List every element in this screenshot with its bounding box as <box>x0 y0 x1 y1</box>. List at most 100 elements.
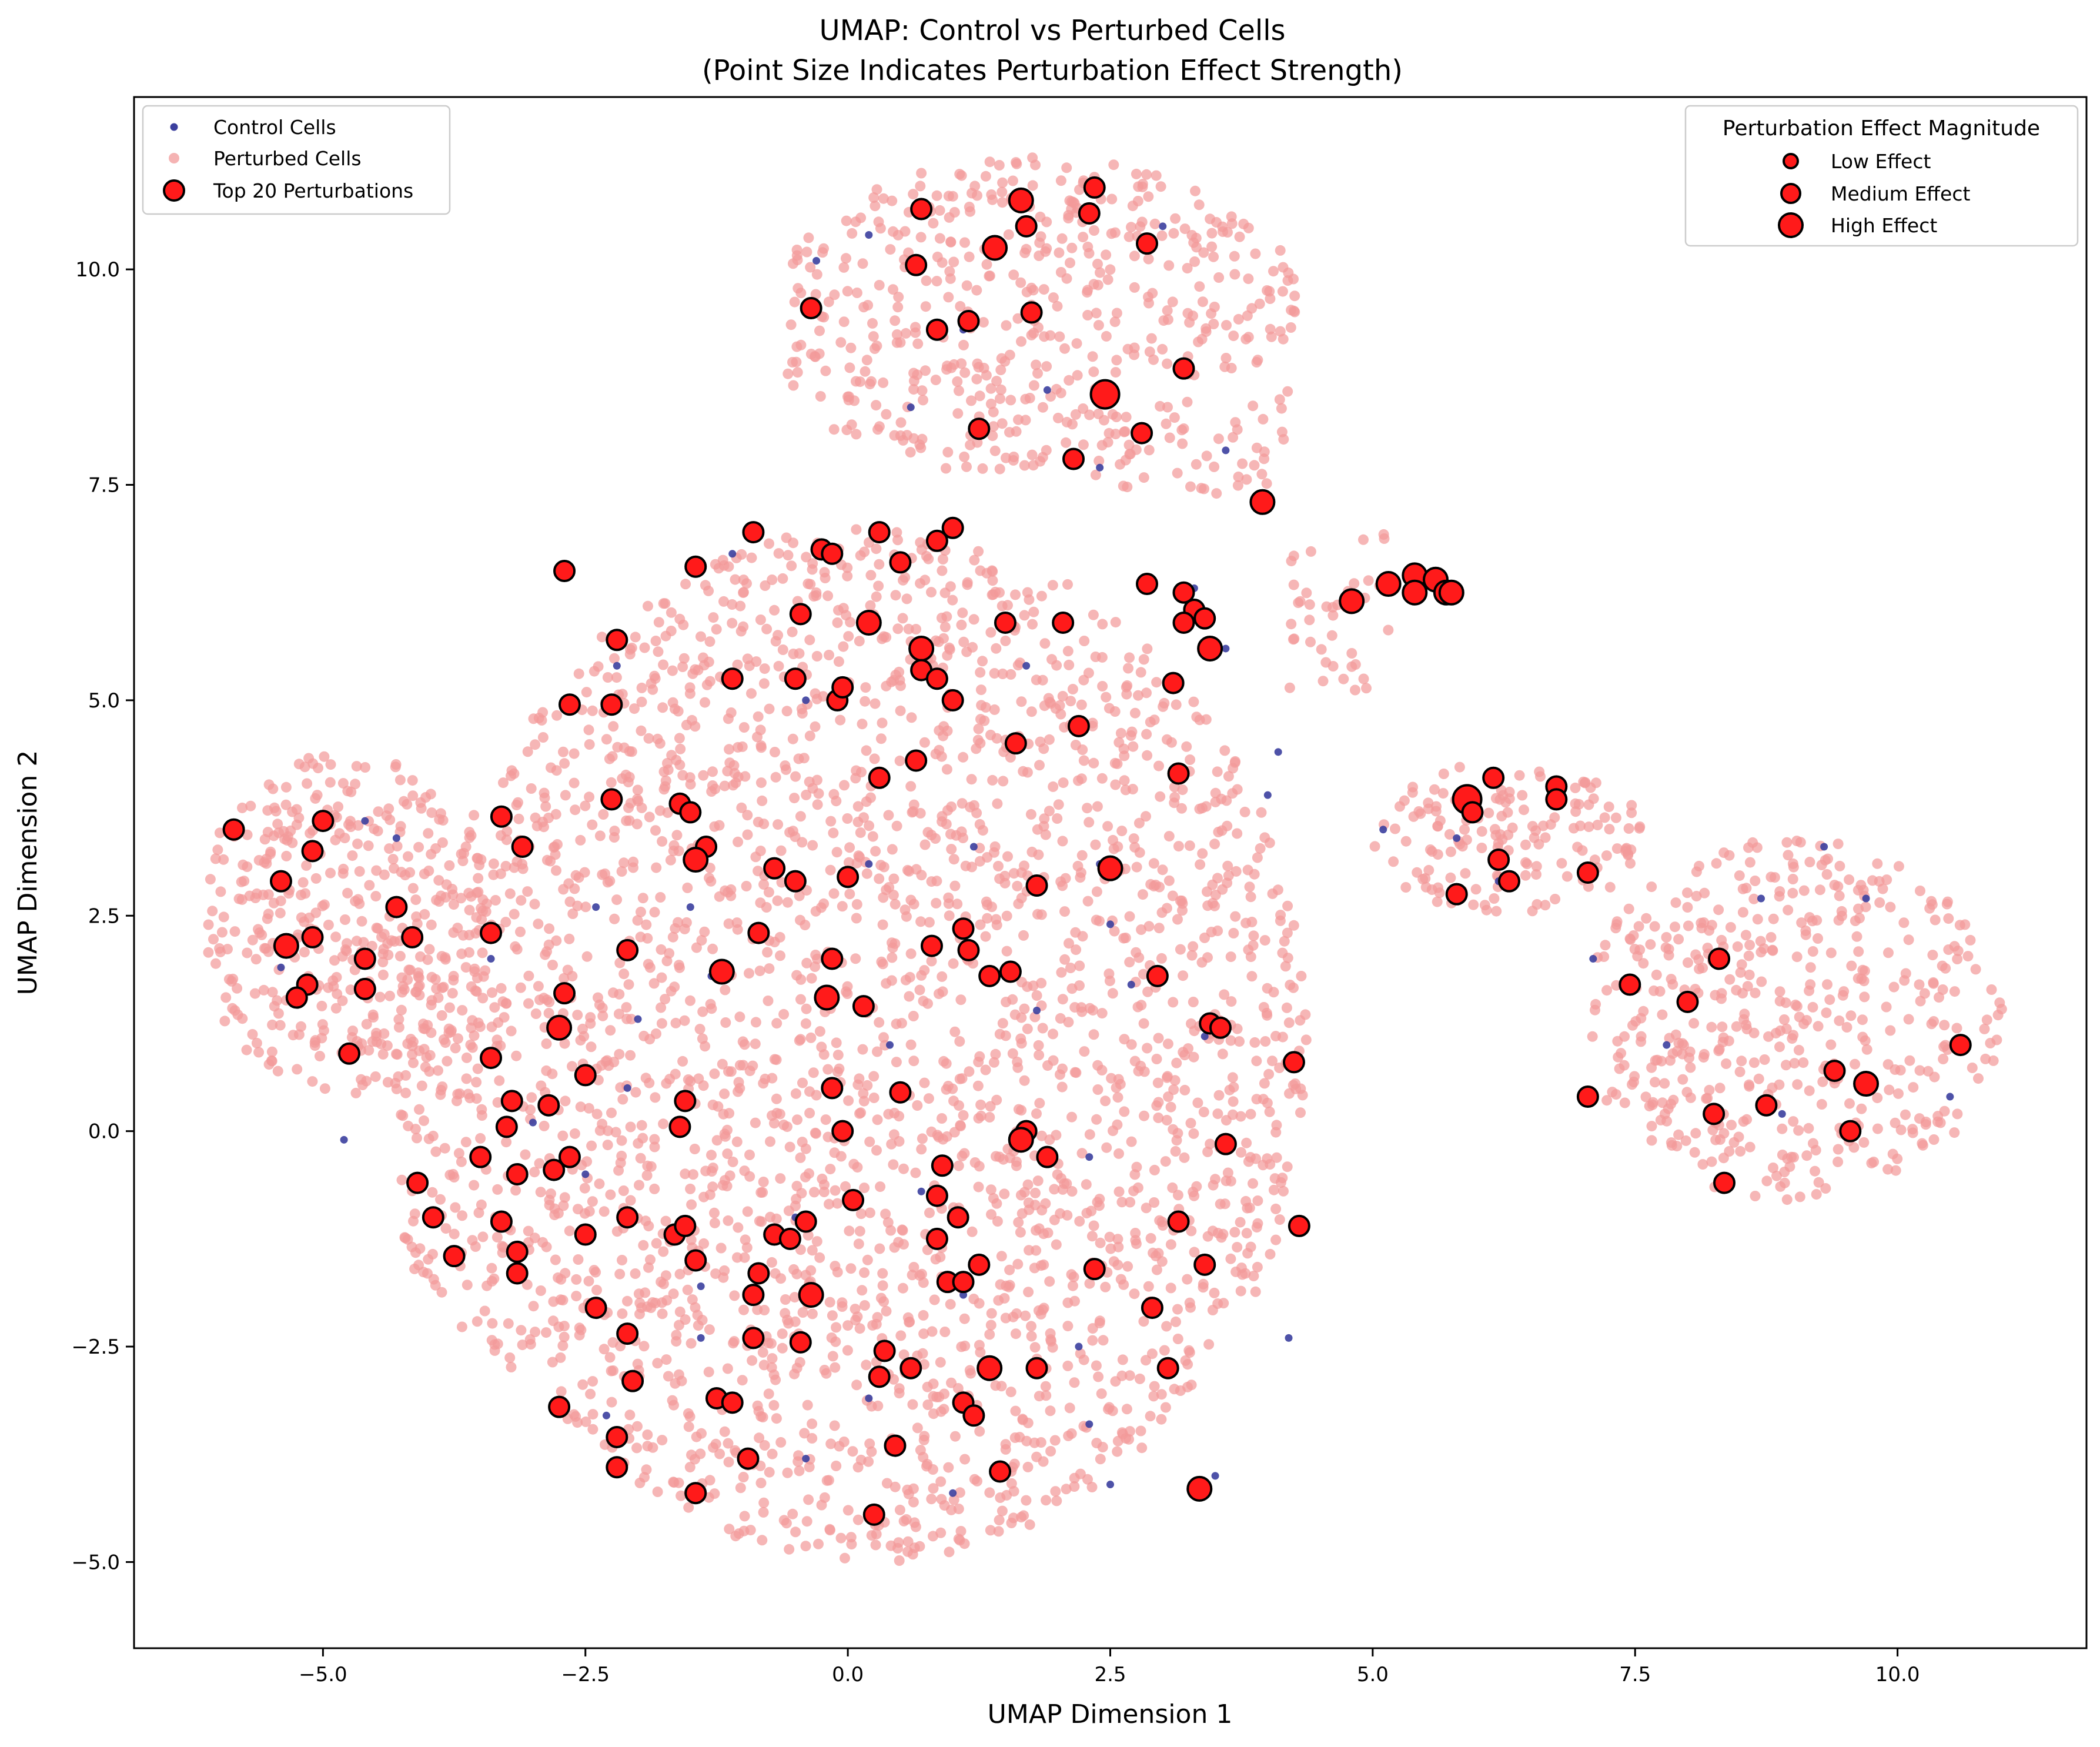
perturbed-cell-point <box>1001 946 1012 957</box>
perturbed-cell-point <box>330 931 342 943</box>
perturbed-cell-point <box>720 1131 731 1142</box>
perturbed-cell-point <box>959 1454 971 1465</box>
perturbed-cell-point <box>919 965 930 976</box>
perturbed-cell-point <box>761 902 772 913</box>
perturbed-cell-point <box>682 1284 693 1295</box>
perturbed-cell-point <box>926 1494 937 1505</box>
perturbed-cell-point <box>885 244 896 255</box>
perturbed-cell-point <box>1078 439 1089 450</box>
perturbed-cell-point <box>991 376 1002 387</box>
perturbed-cell-point <box>1163 1091 1174 1103</box>
top-perturbation-point <box>862 1503 885 1526</box>
perturbed-cell-point <box>350 1087 362 1098</box>
perturbed-cell-point <box>810 688 821 699</box>
perturbed-cell-point <box>955 1121 966 1131</box>
perturbed-cell-point <box>1689 1147 1700 1158</box>
perturbed-cell-point <box>1141 729 1152 740</box>
top-perturbation-point <box>1078 202 1101 225</box>
perturbed-cell-point <box>816 1041 827 1053</box>
perturbed-cell-point <box>916 870 927 881</box>
perturbed-cell-point <box>1055 1013 1066 1024</box>
perturbed-cell-point <box>511 856 523 867</box>
control-cell-point <box>623 1084 631 1092</box>
perturbed-cell-point <box>968 614 979 625</box>
perturbed-cell-point <box>1927 950 1938 961</box>
top-perturbation-point <box>1823 1060 1846 1083</box>
perturbed-cell-point <box>980 171 991 182</box>
perturbed-cell-point <box>1065 963 1076 974</box>
perturbed-cell-point <box>878 861 890 873</box>
perturbed-cell-point <box>1787 874 1798 884</box>
top-perturbation-point <box>443 1245 466 1268</box>
perturbed-cell-point <box>777 573 788 584</box>
perturbed-cell-point <box>1035 456 1046 467</box>
top-perturbation-point <box>1036 1145 1059 1168</box>
top-perturbation-point <box>925 318 948 341</box>
perturbed-cell-point <box>1070 409 1081 420</box>
perturbed-cell-point <box>1072 370 1083 381</box>
perturbed-cell-point <box>481 898 492 909</box>
perturbed-cell-point <box>1470 884 1482 895</box>
top-perturbation-point <box>814 984 840 1011</box>
perturbed-cell-point <box>871 400 882 411</box>
perturbed-cell-point <box>1121 682 1132 693</box>
perturbed-cell-point <box>997 1505 1008 1516</box>
perturbed-cell-point <box>762 947 773 958</box>
perturbed-cell-point <box>456 1321 467 1332</box>
perturbed-cell-point <box>1822 979 1833 990</box>
perturbed-cell-point <box>408 1057 419 1068</box>
perturbed-cell-point <box>302 778 313 789</box>
perturbed-cell-point <box>580 1416 591 1427</box>
perturbed-cell-point <box>1202 1146 1213 1157</box>
top-perturbation-point <box>789 1331 812 1354</box>
perturbed-cell-point <box>644 811 655 823</box>
perturbed-cell-point <box>1793 1125 1804 1136</box>
perturbed-cell-point <box>667 931 678 943</box>
perturbed-cell-point <box>841 253 851 264</box>
perturbed-cell-point <box>1055 1208 1066 1219</box>
perturbed-cell-point <box>698 1080 709 1091</box>
perturbed-cell-point <box>894 674 905 686</box>
perturbed-cell-point <box>313 763 323 774</box>
perturbed-cell-point <box>477 993 489 1004</box>
perturbed-cell-point <box>878 193 889 204</box>
perturbed-cell-point <box>854 1108 865 1119</box>
perturbed-cell-point <box>1261 1008 1272 1018</box>
perturbed-cell-point <box>864 1207 875 1218</box>
perturbed-cell-point <box>942 650 953 661</box>
perturbed-cell-point <box>706 1150 717 1161</box>
perturbed-cell-point <box>939 587 951 599</box>
perturbed-cell-point <box>717 1180 728 1191</box>
perturbed-cell-point <box>928 1483 939 1494</box>
perturbed-cell-point <box>1570 782 1581 793</box>
perturbed-cell-point <box>1224 1084 1235 1095</box>
perturbed-cell-point <box>291 819 302 830</box>
perturbed-cell-point <box>394 774 406 786</box>
perturbed-cell-point <box>559 973 570 984</box>
perturbed-cell-point <box>1002 600 1013 611</box>
perturbed-cell-point <box>801 957 812 968</box>
perturbed-cell-point <box>703 1367 714 1378</box>
perturbed-cell-point <box>343 819 354 830</box>
perturbed-cell-point <box>537 707 549 718</box>
perturbed-cell-point <box>1228 928 1239 938</box>
perturbed-cell-point <box>955 994 967 1006</box>
perturbed-cell-point <box>560 1095 571 1107</box>
perturbed-cell-point <box>674 1306 685 1317</box>
perturbed-cell-point <box>739 1511 750 1522</box>
top-perturbation-point <box>1172 611 1195 634</box>
perturbed-cell-point <box>1951 1023 1962 1034</box>
perturbed-cell-point <box>1126 1039 1137 1050</box>
top-perturbation-point <box>842 1188 865 1211</box>
perturbed-cell-point <box>959 367 971 378</box>
perturbed-cell-point <box>500 917 511 928</box>
perturbed-cell-point <box>1090 839 1101 850</box>
perturbed-cell-point <box>1172 1334 1183 1344</box>
perturbed-cell-point <box>1193 336 1204 348</box>
perturbed-cell-point <box>410 1247 421 1258</box>
perturbed-cell-point <box>1206 927 1217 937</box>
perturbed-cell-point <box>1816 1099 1827 1110</box>
perturbed-cell-point <box>631 819 643 830</box>
top-perturbation-point <box>1097 855 1123 881</box>
perturbed-cell-point <box>547 1357 558 1368</box>
